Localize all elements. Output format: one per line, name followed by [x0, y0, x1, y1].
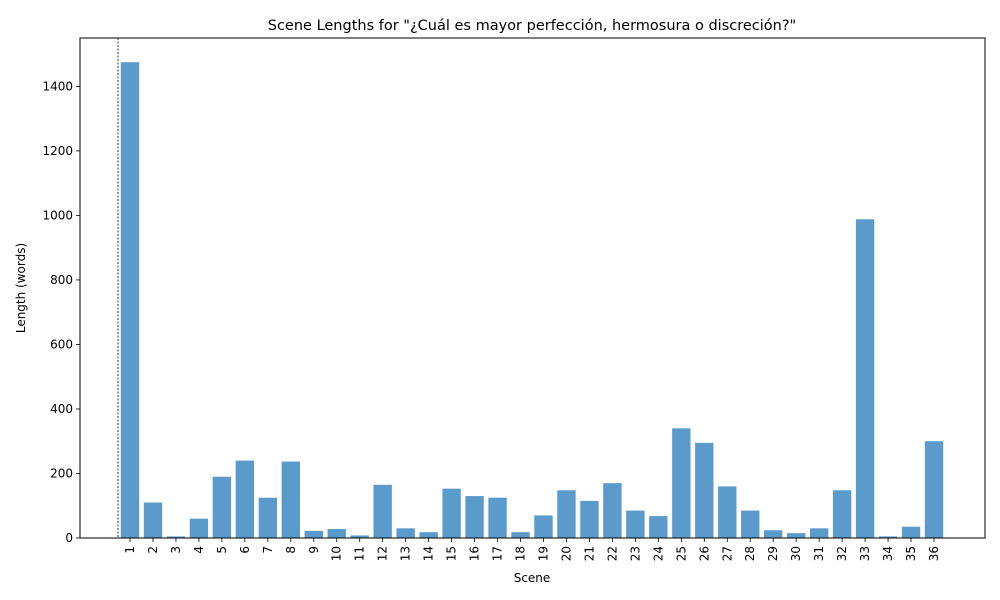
x-tick-label: 16 [468, 546, 482, 561]
y-tick-label: 200 [50, 466, 73, 480]
x-axis-title: Scene [514, 571, 551, 585]
bar-scene-34 [878, 536, 898, 538]
x-tick-label: 8 [284, 546, 298, 554]
y-tick-label: 1400 [42, 79, 73, 93]
y-tick-label: 400 [50, 402, 73, 416]
bar-scene-30 [786, 533, 806, 538]
bar-scene-32 [832, 490, 852, 538]
bar-group [120, 62, 944, 539]
y-axis: 0 200 400 600 800 1000 1200 1400 [42, 79, 80, 545]
x-tick-label: 19 [536, 546, 550, 561]
bar-scene-25 [672, 428, 691, 538]
bar-scene-29 [764, 530, 783, 538]
bar-scene-31 [809, 528, 829, 538]
bar-scene-10 [327, 528, 346, 538]
x-tick-label: 23 [628, 546, 642, 561]
chart-title: Scene Lengths for "¿Cuál es mayor perfec… [268, 18, 796, 34]
x-tick-label: 9 [307, 546, 321, 554]
x-tick-label: 18 [514, 546, 528, 561]
x-tick-label: 11 [353, 546, 367, 561]
x-tick-label: 4 [192, 546, 206, 554]
x-tick-label: 26 [697, 546, 711, 561]
y-tick-label: 1200 [42, 144, 73, 158]
bar-scene-9 [304, 530, 323, 538]
bar-scene-12 [373, 484, 392, 538]
x-tick-label: 20 [559, 546, 573, 561]
bar-scene-33 [855, 219, 875, 539]
x-tick-label: 13 [399, 546, 413, 561]
x-tick-label: 29 [766, 546, 780, 561]
x-tick-label: 12 [376, 546, 390, 561]
bar-scene-17 [488, 497, 507, 538]
bar-scene-24 [649, 516, 668, 538]
x-tick-label: 33 [858, 546, 872, 561]
x-tick-label: 17 [491, 546, 505, 561]
bar-scene-8 [281, 461, 300, 538]
x-axis: 1 2 3 4 5 6 7 8 9 10 11 12 13 14 15 16 17 18 19 20 21 22 23 24 2… [123, 538, 941, 561]
bar-scene-22 [603, 483, 622, 538]
bar-scene-20 [557, 490, 576, 538]
y-tick-label: 800 [50, 273, 73, 287]
bar-scene-7 [258, 497, 278, 538]
x-tick-label: 24 [651, 546, 665, 561]
bar-scene-18 [511, 532, 530, 538]
bar-scene-11 [350, 535, 369, 538]
bar-scene-3 [166, 536, 186, 538]
x-tick-label: 2 [146, 546, 160, 554]
plot-frame [79, 37, 986, 539]
bar-scene-2 [143, 502, 163, 538]
bar-scene-27 [718, 486, 737, 538]
bar-scene-1 [120, 62, 140, 538]
x-tick-label: 28 [743, 546, 757, 561]
bar-scene-19 [534, 515, 553, 538]
bar-scene-35 [901, 526, 921, 538]
x-tick-label: 32 [835, 546, 849, 561]
bar-scene-6 [235, 460, 255, 538]
y-axis-title: Length (words) [14, 243, 28, 333]
x-tick-label: 10 [330, 546, 344, 561]
x-tick-label: 7 [261, 546, 275, 554]
bar-scene-23 [626, 510, 645, 538]
y-tick-label: 1000 [42, 208, 73, 222]
x-tick-label: 36 [927, 546, 941, 561]
x-tick-label: 22 [605, 546, 619, 561]
y-tick-label: 600 [50, 337, 73, 351]
bar-scene-28 [741, 510, 760, 538]
x-tick-label: 27 [720, 546, 734, 561]
y-tick-label: 0 [65, 531, 73, 545]
x-tick-label: 21 [582, 546, 596, 561]
bar-scene-21 [580, 500, 599, 538]
bar-scene-14 [419, 532, 438, 538]
bar-scene-13 [396, 528, 415, 538]
x-tick-label: 5 [215, 546, 229, 554]
bar-scene-5 [212, 476, 232, 538]
bar-scene-36 [924, 441, 944, 538]
x-tick-label: 6 [238, 546, 252, 554]
bar-scene-16 [465, 496, 484, 538]
bar-scene-4 [189, 518, 209, 538]
x-tick-label: 31 [812, 546, 826, 561]
x-tick-label: 30 [789, 546, 803, 561]
x-tick-label: 3 [169, 546, 183, 554]
x-tick-label: 14 [422, 546, 436, 561]
x-tick-label: 25 [674, 546, 688, 561]
bar-scene-26 [695, 442, 714, 538]
x-tick-label: 1 [123, 546, 137, 554]
bar-scene-15 [442, 488, 461, 538]
x-tick-label: 15 [445, 546, 459, 561]
x-tick-label: 34 [881, 546, 895, 561]
x-tick-label: 35 [904, 546, 918, 561]
